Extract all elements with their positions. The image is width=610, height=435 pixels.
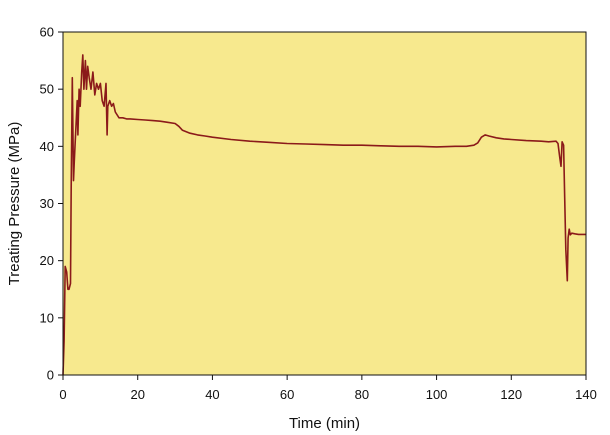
x-tick-label: 140	[575, 387, 597, 402]
plot-frame	[62, 31, 587, 376]
x-axis-label: Time (min)	[289, 415, 360, 432]
x-tick-label: 40	[205, 387, 219, 402]
y-tick-label: 10	[40, 310, 54, 325]
x-tick-label: 60	[280, 387, 294, 402]
x-axis: 0 20 40 60 80 100 120 140	[59, 375, 597, 402]
x-tick-label: 80	[355, 387, 369, 402]
x-tick-label: 120	[500, 387, 522, 402]
y-axis-label: Treating Pressure (MPa)	[6, 122, 23, 286]
y-tick-label: 60	[40, 25, 54, 40]
y-tick-label: 0	[47, 368, 54, 383]
y-tick-label: 20	[40, 253, 54, 268]
y-axis: 0 10 20 30 40 50 60	[40, 25, 63, 383]
y-tick-label: 50	[40, 82, 54, 97]
y-tick-label: 30	[40, 196, 54, 211]
x-tick-label: 0	[59, 387, 66, 402]
x-tick-label: 100	[426, 387, 448, 402]
plot-area	[63, 32, 586, 375]
x-tick-label: 20	[130, 387, 144, 402]
y-tick-label: 40	[40, 139, 54, 154]
treating-pressure-line	[62, 54, 586, 376]
